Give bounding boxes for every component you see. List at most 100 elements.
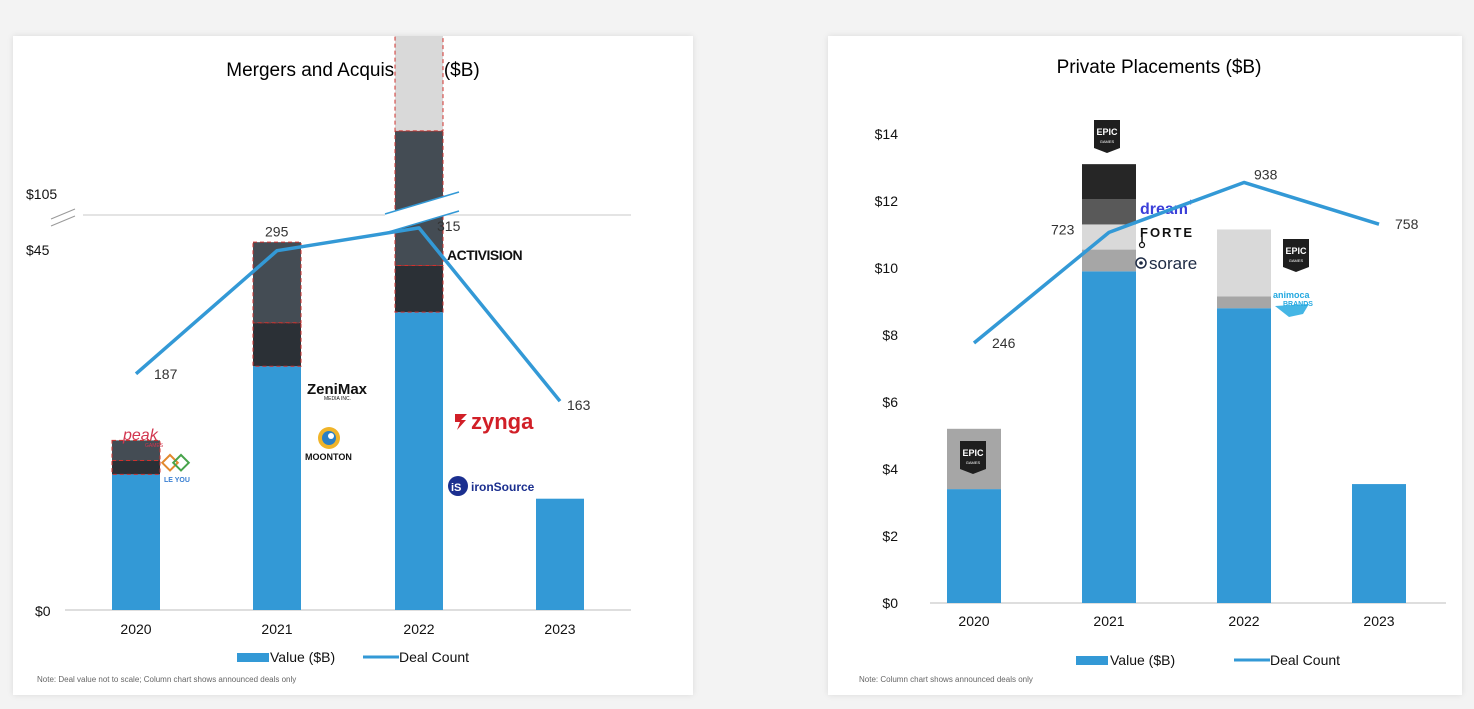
ma-deal-count-label-2020: 187 — [154, 366, 178, 382]
zenimax-logo: ZeniMax MEDIA INC. — [307, 381, 368, 402]
svg-text:MEDIA INC.: MEDIA INC. — [324, 396, 351, 402]
pp-xtick-2021: 2021 — [1093, 613, 1124, 629]
ma-footnote: Note: Deal value not to scale; Column ch… — [37, 675, 296, 684]
pp-legend-count-label: Deal Count — [1270, 652, 1340, 668]
ma-legend-count-label: Deal Count — [399, 649, 469, 665]
ma-deal-count-label-2023: 163 — [567, 397, 591, 413]
svg-text:EPIC: EPIC — [1285, 246, 1307, 256]
svg-text:EPIC: EPIC — [1096, 127, 1118, 137]
ma-bar-2020-seg-0 — [112, 474, 160, 610]
svg-text:GAMES: GAMES — [1289, 258, 1304, 263]
pp-chart-title: Private Placements ($B) — [1057, 57, 1262, 78]
svg-text:peak: peak — [122, 427, 159, 444]
animoca-brands-logo: animoca BRANDS — [1273, 290, 1313, 317]
pp-deal-count-label-2021: 723 — [1051, 221, 1075, 237]
ma-chart-panel: Mergers and Acquisitions ($B) $105 $45 $… — [13, 36, 693, 695]
pp-bar-2021-seg-0 — [1082, 271, 1136, 603]
pp-bar-2021-seg-4 — [1082, 164, 1136, 200]
pp-bar-2022-seg-0 — [1217, 308, 1271, 603]
svg-text:ZeniMax: ZeniMax — [307, 381, 368, 398]
ma-bar-2022-seg-3 — [395, 36, 443, 131]
ma-bar-2020-seg-2-outline — [111, 439, 161, 462]
pp-bar-2020-seg-0 — [947, 489, 1001, 603]
ma-axis-break-mark — [50, 215, 76, 227]
pp-legend-value-swatch — [1076, 656, 1108, 665]
pp-y-axis-ticks: $14 $12 $10 $8 $6 $4 $2 $0 — [875, 126, 899, 611]
ma-xtick-2023: 2023 — [544, 621, 575, 637]
pp-deal-count-line-group: 246 723 938 758 — [972, 166, 1419, 351]
ma-xtick-2020: 2020 — [120, 621, 151, 637]
svg-text:BRANDS: BRANDS — [1283, 301, 1313, 308]
ma-2022-break-line — [384, 191, 460, 215]
ma-deal-count-label-2022: 315 — [437, 218, 461, 234]
pp-xtick-2022: 2022 — [1228, 613, 1259, 629]
forte-logo: FORTE — [1138, 225, 1194, 249]
ma-bar-2021-seg-2 — [253, 242, 301, 323]
ma-bar-2020-seg-2 — [112, 440, 160, 461]
pp-chart-svg: Private Placements ($B) $14$12$10$8$6$4$… — [859, 57, 1446, 684]
ma-bar-2023-seg-0 — [536, 498, 584, 610]
svg-text:dream: dream — [1140, 201, 1188, 218]
pp-ytick: $2 — [882, 528, 898, 544]
pp-deal-count-label-2020: 246 — [992, 335, 1016, 351]
pp-ytick: $12 — [875, 193, 899, 209]
ma-ytick-45: $45 — [26, 242, 50, 258]
ma-xtick-2022: 2022 — [403, 621, 434, 637]
pp-bar-2021-seg-1 — [1082, 249, 1136, 272]
pp-ytick: $14 — [875, 126, 899, 142]
ma-ytick-105: $105 — [26, 186, 57, 202]
ma-legend-value-swatch — [237, 653, 269, 662]
ma-bar-2022-seg-0 — [395, 312, 443, 610]
ma-bar-2020-seg-1 — [112, 460, 160, 475]
leyou-logo: LE YOU — [160, 453, 191, 484]
pp-bar-2022-seg-1 — [1217, 296, 1271, 309]
svg-text:ironSource: ironSource — [471, 480, 535, 494]
svg-text:LE YOU: LE YOU — [164, 477, 190, 484]
epic-games-logo-2022: EPIC GAMES — [1283, 239, 1309, 272]
pp-ytick: $10 — [875, 260, 899, 276]
ma-bars — [111, 36, 584, 610]
zynga-logo: zynga — [455, 409, 534, 434]
ma-axis-break-mark — [50, 208, 76, 220]
svg-text:sorare: sorare — [1149, 254, 1197, 273]
svg-text:animoca: animoca — [1273, 290, 1311, 300]
pp-ytick: $0 — [882, 595, 898, 611]
svg-text:FORTE: FORTE — [1140, 225, 1194, 240]
ma-bar-2021-seg-1 — [253, 322, 301, 367]
pp-footnote: Note: Column chart shows announced deals… — [859, 675, 1033, 684]
pp-ytick: $8 — [882, 327, 898, 343]
ironsource-logo: iS ironSource — [448, 476, 535, 496]
ma-ytick-0: $0 — [35, 603, 51, 619]
pp-ytick: $6 — [882, 394, 898, 410]
ma-xtick-2021: 2021 — [261, 621, 292, 637]
svg-text:EPIC: EPIC — [962, 448, 984, 458]
ma-chart-svg: Mergers and Acquisitions ($B) $105 $45 $… — [26, 36, 631, 684]
svg-text:MOONTON: MOONTON — [305, 452, 352, 462]
ma-2022-bar-break — [385, 192, 459, 233]
pp-bar-2021-seg-3 — [1082, 199, 1136, 225]
ma-bar-2021-seg-0 — [253, 366, 301, 610]
pp-deal-count-line — [972, 180, 1380, 345]
pp-legend-value-label: Value ($B) — [1110, 652, 1175, 668]
pp-xtick-2020: 2020 — [958, 613, 989, 629]
pp-deal-count-label-2022: 938 — [1254, 166, 1278, 182]
dream-logo: dream + — [1140, 197, 1193, 218]
svg-text:ACTIVISION: ACTIVISION — [447, 247, 523, 263]
activision-logo: ACTIVISION — [447, 247, 523, 263]
pp-chart-panel: Private Placements ($B) $14 $12 $10 $8 $6 $4 $… — [828, 36, 1462, 695]
ma-legend-value-label: Value ($B) — [270, 649, 335, 665]
ma-deal-count-line-group: 187 295 315 163 — [134, 218, 591, 413]
svg-text:iS: iS — [451, 482, 461, 494]
pp-bar-2023-seg-0 — [1352, 484, 1406, 603]
epic-games-logo-2021: EPIC GAMES — [1094, 120, 1120, 153]
ma-bar-2022-seg-1 — [395, 265, 443, 313]
pp-ytick: $4 — [882, 461, 898, 477]
ma-bar-2021-seg-2-outline — [252, 241, 302, 324]
pp-xtick-2023: 2023 — [1363, 613, 1394, 629]
ma-deal-count-label-2021: 295 — [265, 224, 289, 240]
epic-games-logo-2020: EPIC GAMES — [960, 441, 986, 474]
peak-games-logo: peak GAMES — [122, 427, 164, 449]
moonton-logo: MOONTON — [305, 427, 352, 462]
ma-deal-count-line — [134, 226, 562, 403]
sorare-logo: sorare — [1135, 254, 1197, 273]
